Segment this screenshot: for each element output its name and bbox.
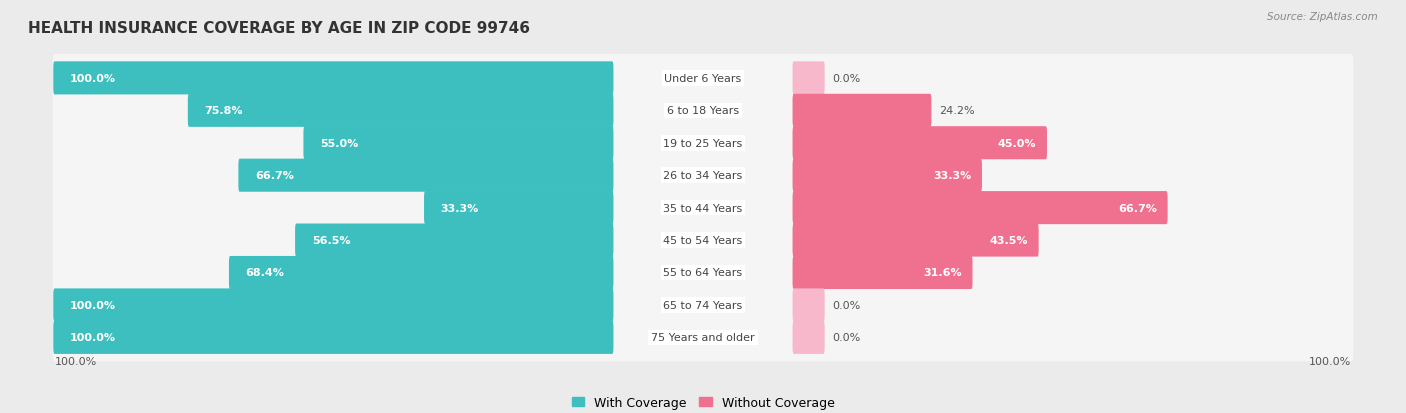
- Text: 43.5%: 43.5%: [990, 235, 1028, 245]
- Text: 100.0%: 100.0%: [70, 74, 115, 84]
- FancyBboxPatch shape: [52, 216, 1354, 264]
- Text: Source: ZipAtlas.com: Source: ZipAtlas.com: [1267, 12, 1378, 22]
- Text: 66.7%: 66.7%: [1118, 203, 1157, 213]
- FancyBboxPatch shape: [304, 127, 613, 160]
- FancyBboxPatch shape: [52, 184, 1354, 232]
- Text: 75.8%: 75.8%: [204, 106, 243, 116]
- FancyBboxPatch shape: [793, 127, 1047, 160]
- FancyBboxPatch shape: [53, 321, 613, 354]
- Text: 35 to 44 Years: 35 to 44 Years: [664, 203, 742, 213]
- Text: 75 Years and older: 75 Years and older: [651, 332, 755, 342]
- FancyBboxPatch shape: [53, 62, 613, 95]
- Text: Under 6 Years: Under 6 Years: [665, 74, 741, 84]
- FancyBboxPatch shape: [793, 256, 973, 290]
- FancyBboxPatch shape: [793, 224, 1039, 257]
- Text: 100.0%: 100.0%: [1309, 356, 1351, 366]
- FancyBboxPatch shape: [52, 119, 1354, 167]
- Text: 65 to 74 Years: 65 to 74 Years: [664, 300, 742, 310]
- Text: HEALTH INSURANCE COVERAGE BY AGE IN ZIP CODE 99746: HEALTH INSURANCE COVERAGE BY AGE IN ZIP …: [28, 21, 530, 36]
- FancyBboxPatch shape: [52, 281, 1354, 329]
- Text: 55.0%: 55.0%: [321, 138, 359, 148]
- Legend: With Coverage, Without Coverage: With Coverage, Without Coverage: [567, 391, 839, 413]
- FancyBboxPatch shape: [52, 55, 1354, 102]
- Text: 0.0%: 0.0%: [832, 332, 860, 342]
- Text: 56.5%: 56.5%: [312, 235, 350, 245]
- FancyBboxPatch shape: [52, 249, 1354, 297]
- Text: 45 to 54 Years: 45 to 54 Years: [664, 235, 742, 245]
- FancyBboxPatch shape: [52, 152, 1354, 200]
- Text: 68.4%: 68.4%: [246, 268, 284, 278]
- FancyBboxPatch shape: [793, 95, 931, 128]
- Text: 55 to 64 Years: 55 to 64 Years: [664, 268, 742, 278]
- Text: 24.2%: 24.2%: [939, 106, 974, 116]
- FancyBboxPatch shape: [793, 62, 825, 95]
- Text: 33.3%: 33.3%: [440, 203, 479, 213]
- Text: 0.0%: 0.0%: [832, 74, 860, 84]
- Text: 100.0%: 100.0%: [55, 356, 97, 366]
- FancyBboxPatch shape: [793, 321, 825, 354]
- Text: 100.0%: 100.0%: [70, 300, 115, 310]
- FancyBboxPatch shape: [295, 224, 613, 257]
- Text: 31.6%: 31.6%: [924, 268, 962, 278]
- Text: 0.0%: 0.0%: [832, 300, 860, 310]
- FancyBboxPatch shape: [53, 289, 613, 322]
- Text: 45.0%: 45.0%: [998, 138, 1036, 148]
- FancyBboxPatch shape: [52, 313, 1354, 361]
- FancyBboxPatch shape: [188, 95, 613, 128]
- FancyBboxPatch shape: [52, 87, 1354, 135]
- Text: 19 to 25 Years: 19 to 25 Years: [664, 138, 742, 148]
- FancyBboxPatch shape: [425, 192, 613, 225]
- FancyBboxPatch shape: [793, 159, 981, 192]
- FancyBboxPatch shape: [793, 192, 1167, 225]
- FancyBboxPatch shape: [229, 256, 613, 290]
- FancyBboxPatch shape: [793, 289, 825, 322]
- Text: 33.3%: 33.3%: [934, 171, 972, 181]
- Text: 66.7%: 66.7%: [254, 171, 294, 181]
- Text: 6 to 18 Years: 6 to 18 Years: [666, 106, 740, 116]
- FancyBboxPatch shape: [239, 159, 613, 192]
- Text: 100.0%: 100.0%: [70, 332, 115, 342]
- Text: 26 to 34 Years: 26 to 34 Years: [664, 171, 742, 181]
